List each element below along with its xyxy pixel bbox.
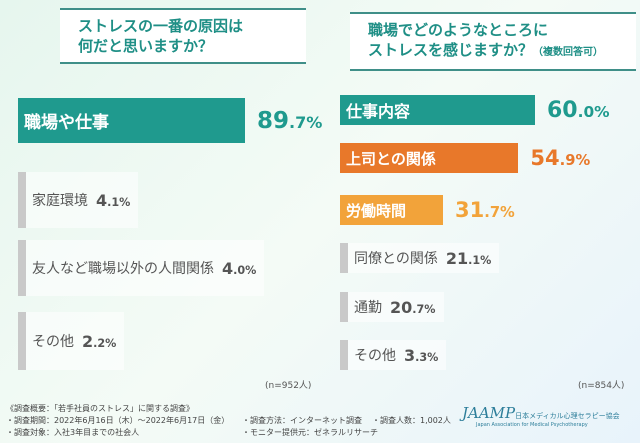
question-right-note: （複数回答可） bbox=[533, 47, 604, 58]
bar bbox=[18, 98, 245, 143]
bar bbox=[18, 312, 26, 370]
bar bbox=[18, 240, 26, 296]
question-left: ストレスの一番の原因は 何だと思いますか？ bbox=[60, 8, 306, 64]
bar-value: 89.7% bbox=[256, 107, 323, 134]
bar-label: 仕事内容 bbox=[346, 102, 411, 121]
bar bbox=[340, 340, 348, 370]
question-right-line1: 職場でどのようなところに bbox=[368, 21, 549, 39]
question-left-line2: 何だと思いますか？ bbox=[78, 37, 214, 55]
bar bbox=[340, 143, 519, 173]
bar-row: 家庭環境 4.1% bbox=[18, 172, 139, 228]
logo-subtitle: Japan Association for Medical Psychother… bbox=[476, 422, 588, 428]
footer-count: ・調査人数：1,002人 bbox=[372, 416, 451, 425]
bar-value: 21.1% bbox=[445, 248, 492, 268]
jaamp-logo: JAAMP日本メディカル心理セラピー協会 Japan Association f… bbox=[462, 404, 620, 428]
footer-title: 《調査概要：「若手社員のストレス」に関する調査》 bbox=[6, 404, 194, 413]
question-left-line1: ストレスの一番の原因は bbox=[78, 17, 244, 35]
bar-row: 同僚との関係 21.1% bbox=[340, 243, 500, 273]
bar-row: その他 3.3% bbox=[340, 340, 447, 370]
bar-value: 3.3% bbox=[404, 345, 439, 365]
footer-col2: ・調査方法：インターネット調査 ・モニター提供元：ゼネラルリサーチ bbox=[242, 415, 378, 439]
bar-value: 20.7% bbox=[390, 297, 436, 317]
bar-label: 家庭環境 bbox=[32, 193, 88, 209]
bar-value: 4.0% bbox=[222, 258, 257, 278]
bar bbox=[340, 292, 348, 322]
bar-label: 友人など職場以外の人間関係 bbox=[32, 261, 214, 277]
bar-row: 友人など職場以外の人間関係 4.0% bbox=[18, 240, 265, 296]
bar-label: 通勤 bbox=[354, 300, 382, 316]
bar bbox=[340, 95, 535, 125]
bar-value: 31.7% bbox=[455, 198, 515, 222]
bar-row: 仕事内容 60.0% bbox=[340, 95, 610, 125]
n-right: (n=854人) bbox=[578, 381, 625, 391]
footer-monitor: ・モニター提供元：ゼネラルリサーチ bbox=[242, 428, 378, 437]
bar-value: 2.2% bbox=[82, 331, 117, 351]
bar bbox=[340, 243, 348, 273]
bar-value: 54.9% bbox=[530, 146, 591, 170]
bar-value: 60.0% bbox=[547, 97, 610, 123]
footer-period: ・調査期間：2022年6月16日（木）〜2022年6月17日（金） bbox=[6, 416, 230, 425]
survey-footer: 《調査概要：「若手社員のストレス」に関する調査》 ・調査期間：2022年6月16… bbox=[6, 403, 229, 439]
footer-target: ・調査対象：入社3年目までの社会人 bbox=[6, 428, 140, 437]
bar-row: 通勤 20.7% bbox=[340, 292, 444, 322]
question-right-line2: ストレスを感じますか？ bbox=[368, 41, 534, 59]
bar-row: 上司との関係 54.9% bbox=[340, 143, 590, 173]
bar-label: その他 bbox=[354, 348, 396, 364]
bar-label: その他 bbox=[32, 334, 74, 350]
bar-row: その他 2.2% bbox=[18, 312, 125, 370]
bar-value: 4.1% bbox=[96, 190, 131, 210]
bar-label: 労働時間 bbox=[346, 201, 407, 220]
bar-row: 職場や仕事 89.7% bbox=[18, 98, 322, 143]
bar bbox=[18, 172, 26, 228]
n-left: (n=952人) bbox=[265, 381, 312, 391]
question-right: 職場でどのようなところに ストレスを感じますか？（複数回答可） bbox=[350, 12, 636, 71]
bar-label: 職場や仕事 bbox=[24, 113, 109, 133]
bar-label: 上司との関係 bbox=[346, 149, 436, 168]
bar-row: 労働時間 31.7% bbox=[340, 195, 515, 225]
bar-label: 同僚との関係 bbox=[354, 251, 438, 267]
footer-method: ・調査方法：インターネット調査 bbox=[242, 416, 362, 425]
bar bbox=[340, 195, 444, 225]
